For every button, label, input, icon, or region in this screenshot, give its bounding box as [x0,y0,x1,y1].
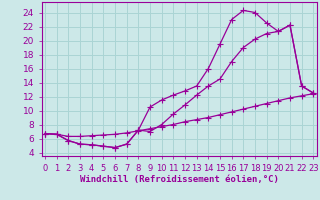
X-axis label: Windchill (Refroidissement éolien,°C): Windchill (Refroidissement éolien,°C) [80,175,279,184]
